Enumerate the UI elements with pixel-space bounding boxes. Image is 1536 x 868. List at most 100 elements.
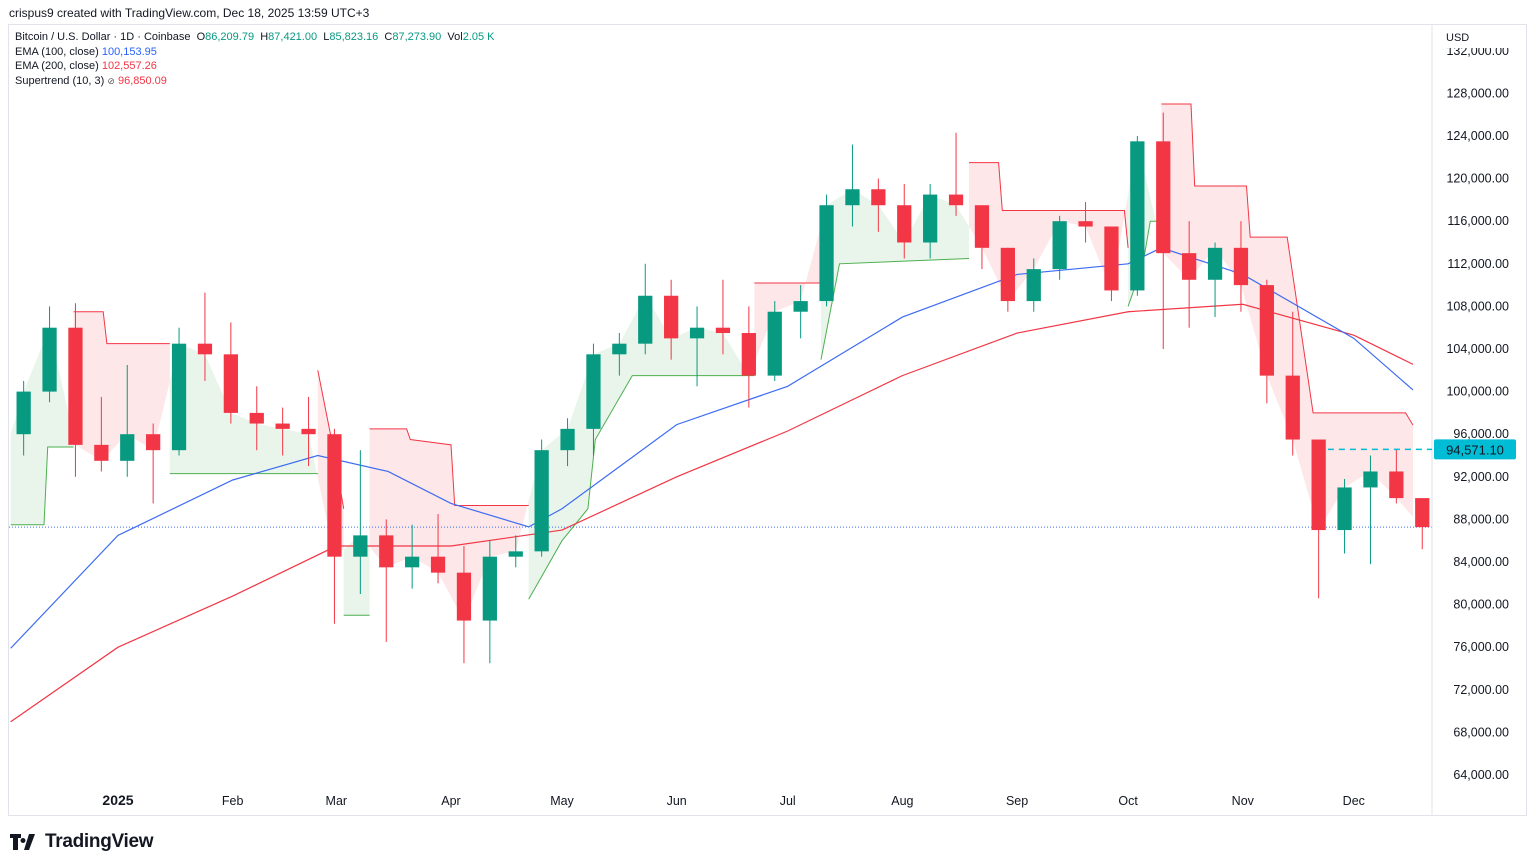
candle-body (1052, 221, 1067, 270)
candle (689, 306, 705, 387)
legend-symbol-row: Bitcoin / U.S. Dollar · 1D · Coinbase O8… (15, 30, 495, 45)
candle-body (560, 428, 575, 451)
horizontal-line-price-label: 94,571.10 (1446, 442, 1504, 457)
candle-body (845, 189, 860, 206)
y-tick-label: 100,000.00 (1446, 385, 1509, 399)
candle-body (948, 194, 964, 206)
y-tick-label: 64,000.00 (1453, 768, 1509, 782)
legend-ema200[interactable]: EMA (200, close) 102,557.26 (15, 59, 495, 74)
candle (1389, 449, 1404, 504)
y-tick-label: 120,000.00 (1446, 172, 1509, 186)
candle (1156, 112, 1171, 349)
candle (767, 301, 782, 381)
candle-body (482, 556, 497, 621)
candle-body (1182, 253, 1197, 280)
candle (948, 132, 964, 216)
x-tick-label: May (550, 794, 574, 808)
candle-body (1104, 226, 1119, 291)
ema100-label: EMA (100, close) (15, 45, 99, 58)
candle (94, 396, 109, 472)
close-label: C (384, 31, 393, 43)
ema200-line (10, 303, 1414, 723)
legend-supertrend[interactable]: Supertrend (10, 3) ⊘ 96,850.09 (15, 74, 495, 89)
candle (638, 263, 653, 355)
candle (897, 183, 912, 259)
candle-body (146, 434, 161, 451)
legend-ema100[interactable]: EMA (100, close) 100,153.95 (15, 45, 495, 60)
candle (560, 418, 575, 467)
candle (430, 514, 446, 584)
candle (1415, 498, 1430, 550)
candle-body (819, 205, 834, 302)
high-label: H (260, 31, 269, 43)
candle (1259, 279, 1274, 404)
supertrend-down-fill (369, 428, 529, 619)
candle (68, 303, 83, 477)
candle-body (1000, 247, 1015, 302)
low-label: L (323, 31, 330, 43)
candle (819, 194, 834, 307)
y-tick-label: 92,000.00 (1453, 470, 1509, 484)
x-tick-label: Jul (780, 794, 796, 808)
candle (1026, 258, 1041, 312)
low-value: 85,823.16 (329, 31, 379, 43)
candle (223, 322, 238, 424)
candle-body (327, 434, 342, 557)
candle-body (353, 535, 368, 557)
candle-body (1389, 471, 1404, 499)
ema200-label: EMA (200, close) (15, 60, 99, 72)
candle (612, 333, 627, 376)
candle (845, 144, 860, 227)
candle-body (405, 556, 420, 568)
candle (1233, 221, 1249, 312)
candle (871, 178, 886, 232)
y-tick-label: 108,000.00 (1446, 299, 1509, 313)
candle-body (68, 327, 83, 445)
candle-body (508, 551, 523, 557)
candle (508, 535, 523, 568)
candle (482, 540, 497, 664)
supertrend-down-fill (969, 162, 1129, 301)
supertrend-label: Supertrend (10, 3) (15, 74, 105, 87)
x-tick-label: Apr (441, 794, 460, 808)
y-tick-label: 128,000.00 (1446, 86, 1509, 100)
candle-body (430, 556, 446, 573)
supertrend-down-fill (1161, 104, 1413, 528)
candle (379, 519, 394, 642)
candle (1285, 311, 1300, 456)
currency-label[interactable]: USD (1438, 28, 1522, 48)
y-tick-label: 76,000.00 (1453, 640, 1509, 654)
chart-frame (8, 24, 1527, 816)
supertrend-down-line (969, 162, 1129, 248)
candle (715, 279, 731, 355)
candle (1182, 221, 1197, 328)
candle (353, 450, 368, 594)
candle (974, 205, 990, 270)
candle-body (715, 327, 731, 334)
candle-body (1078, 221, 1093, 227)
candle (146, 423, 161, 504)
supertrend-down-fill (73, 311, 170, 461)
candle-body (1259, 285, 1274, 376)
chart-credit: crispus9 created with TradingView.com, D… (9, 6, 370, 20)
supertrend-up-line (820, 257, 970, 360)
hidden-eye-icon[interactable]: ⊘ (107, 75, 115, 86)
candle-body (1285, 375, 1300, 440)
legend-symbol[interactable]: Bitcoin / U.S. Dollar · 1D · Coinbase (15, 31, 191, 43)
candle-body (638, 295, 653, 344)
horizontal-line-price-tag (1434, 439, 1516, 460)
candle-body (871, 189, 886, 206)
supertrend-down-line (1161, 103, 1414, 426)
y-tick-label: 72,000.00 (1453, 683, 1509, 697)
close-value: 87,273.90 (392, 31, 442, 43)
ema100-value: 100,153.95 (101, 45, 157, 58)
candle (249, 386, 264, 451)
supertrend-down-line (73, 311, 170, 345)
candle (1311, 439, 1326, 599)
candle-body (16, 391, 31, 435)
supertrend-up-fill (528, 297, 755, 600)
ema200-value: 102,557.26 (101, 60, 157, 72)
y-tick-label: 124,000.00 (1446, 129, 1509, 143)
candle-body (689, 327, 705, 339)
